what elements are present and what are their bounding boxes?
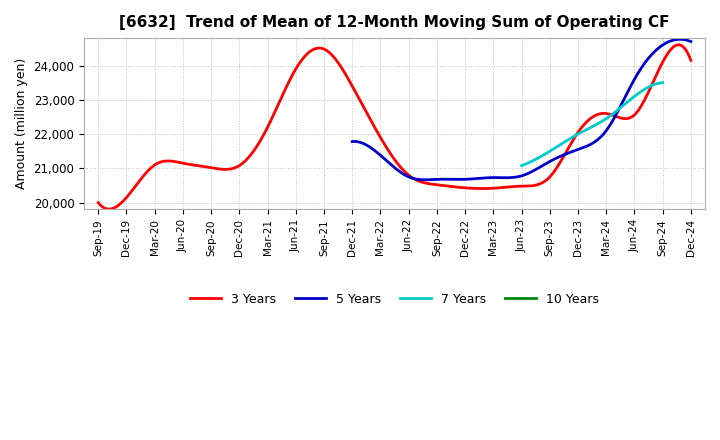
Legend: 3 Years, 5 Years, 7 Years, 10 Years: 3 Years, 5 Years, 7 Years, 10 Years bbox=[185, 288, 604, 311]
5 Years bbox=[483, 175, 492, 180]
7 Years bbox=[619, 103, 628, 108]
7 Years bbox=[606, 113, 615, 118]
3 Years bbox=[523, 183, 532, 189]
7 Years bbox=[517, 163, 526, 168]
5 Years bbox=[562, 151, 570, 157]
3 Years bbox=[330, 55, 338, 60]
7 Years bbox=[534, 155, 543, 161]
5 Years bbox=[348, 139, 356, 144]
3 Years bbox=[687, 58, 696, 63]
Line: 5 Years: 5 Years bbox=[352, 39, 691, 180]
7 Years bbox=[620, 102, 629, 107]
3 Years bbox=[526, 183, 535, 189]
5 Years bbox=[459, 177, 468, 182]
3 Years bbox=[167, 158, 176, 164]
3 Years bbox=[104, 206, 113, 212]
5 Years bbox=[687, 39, 696, 44]
7 Years bbox=[573, 132, 582, 137]
3 Years bbox=[675, 42, 683, 48]
5 Years bbox=[593, 137, 602, 143]
Line: 3 Years: 3 Years bbox=[98, 45, 691, 209]
3 Years bbox=[289, 72, 297, 77]
5 Years bbox=[389, 164, 397, 169]
7 Years bbox=[563, 137, 572, 143]
5 Years bbox=[675, 37, 684, 42]
3 Years bbox=[468, 186, 477, 191]
Title: [6632]  Trend of Mean of 12-Month Moving Sum of Operating CF: [6632] Trend of Mean of 12-Month Moving … bbox=[120, 15, 670, 30]
5 Years bbox=[595, 136, 603, 141]
7 Years bbox=[658, 80, 667, 85]
5 Years bbox=[420, 177, 428, 183]
3 Years bbox=[94, 200, 102, 205]
Line: 7 Years: 7 Years bbox=[521, 83, 662, 165]
Y-axis label: Amount (million yen): Amount (million yen) bbox=[15, 58, 28, 189]
